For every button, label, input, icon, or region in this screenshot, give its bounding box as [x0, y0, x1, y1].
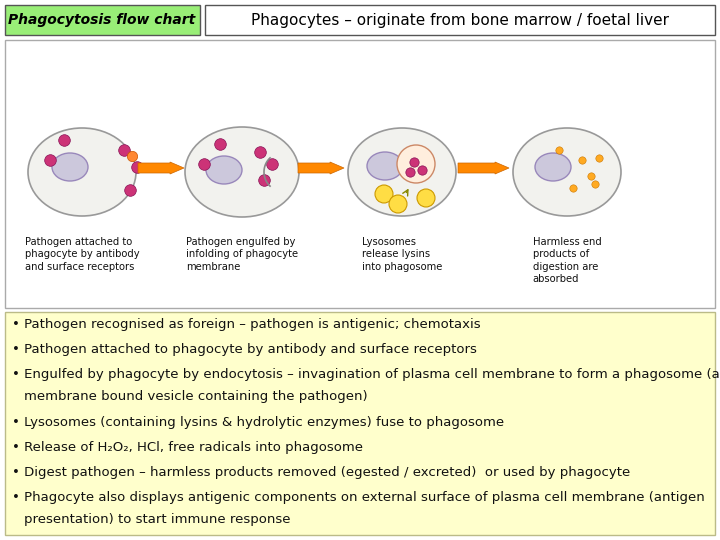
Point: [567, 184, 579, 192]
FancyBboxPatch shape: [5, 312, 715, 535]
Text: • Pathogen recognised as foreign – pathogen is antigenic; chemotaxis: • Pathogen recognised as foreign – patho…: [12, 318, 481, 331]
Point: [258, 176, 270, 184]
Ellipse shape: [535, 153, 571, 181]
Point: [125, 186, 136, 194]
Text: Phagocytes – originate from bone marrow / foetal liver: Phagocytes – originate from bone marrow …: [251, 12, 669, 28]
Ellipse shape: [513, 128, 621, 216]
Point: [576, 156, 588, 164]
Point: [131, 163, 143, 171]
Point: [593, 154, 605, 163]
Point: [118, 146, 130, 154]
Ellipse shape: [28, 128, 136, 216]
FancyBboxPatch shape: [205, 5, 715, 35]
Text: • Digest pathogen – harmless products removed (egested / excreted)  or used by p: • Digest pathogen – harmless products re…: [12, 466, 630, 479]
Point: [408, 158, 420, 166]
Point: [266, 160, 278, 168]
Polygon shape: [458, 162, 509, 174]
Ellipse shape: [348, 128, 456, 216]
Text: Harmless end
products of
digestion are
absorbed: Harmless end products of digestion are a…: [533, 237, 601, 284]
Text: membrane bound vesicle containing the pathogen): membrane bound vesicle containing the pa…: [24, 390, 368, 403]
Point: [589, 180, 600, 188]
Text: presentation) to start immune response: presentation) to start immune response: [24, 513, 290, 526]
Point: [585, 172, 597, 180]
FancyBboxPatch shape: [5, 40, 715, 308]
Circle shape: [397, 145, 435, 183]
Text: • Phagocyte also displays antigenic components on external surface of plasma cel: • Phagocyte also displays antigenic comp…: [12, 491, 705, 504]
FancyBboxPatch shape: [5, 5, 200, 35]
Ellipse shape: [367, 152, 403, 180]
Ellipse shape: [185, 127, 299, 217]
Point: [404, 168, 415, 177]
Point: [215, 140, 226, 149]
Text: Phagocytosis flow chart: Phagocytosis flow chart: [9, 13, 196, 27]
Point: [44, 156, 55, 164]
Ellipse shape: [52, 153, 88, 181]
Text: • Engulfed by phagocyte by endocytosis – invagination of plasma cell membrane to: • Engulfed by phagocyte by endocytosis –…: [12, 368, 720, 381]
Circle shape: [375, 185, 393, 203]
Ellipse shape: [206, 156, 242, 184]
Text: Pathogen attached to
phagocyte by antibody
and surface receptors: Pathogen attached to phagocyte by antibo…: [24, 237, 139, 272]
Circle shape: [417, 189, 435, 207]
Point: [254, 147, 266, 156]
Text: • Release of H₂O₂, HCl, free radicals into phagosome: • Release of H₂O₂, HCl, free radicals in…: [12, 441, 363, 454]
Point: [416, 166, 428, 174]
Point: [126, 152, 138, 160]
Point: [553, 146, 564, 154]
Circle shape: [389, 195, 407, 213]
Text: Lysosomes
release lysins
into phagosome: Lysosomes release lysins into phagosome: [362, 237, 442, 272]
Point: [198, 160, 210, 168]
Text: Pathogen engulfed by
infolding of phagocyte
membrane: Pathogen engulfed by infolding of phagoc…: [186, 237, 298, 272]
Text: • Pathogen attached to phagocyte by antibody and surface receptors: • Pathogen attached to phagocyte by anti…: [12, 343, 477, 356]
Polygon shape: [138, 162, 184, 174]
Polygon shape: [298, 162, 344, 174]
Point: [58, 136, 70, 144]
Text: • Lysosomes (containing lysins & hydrolytic enzymes) fuse to phagosome: • Lysosomes (containing lysins & hydroly…: [12, 416, 504, 429]
